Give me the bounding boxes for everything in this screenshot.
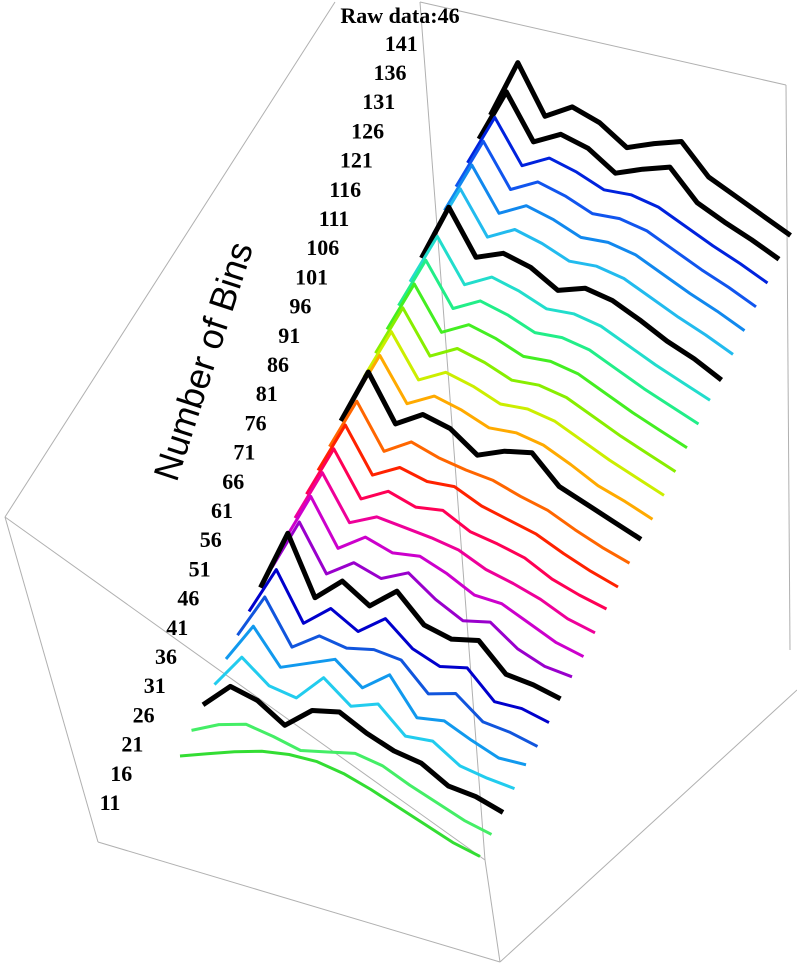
series-line bbox=[247, 568, 550, 724]
series-line bbox=[316, 423, 619, 589]
series-label: 31 bbox=[144, 673, 166, 698]
series-line bbox=[431, 187, 734, 356]
series-line bbox=[466, 115, 769, 285]
series-line bbox=[270, 520, 573, 679]
series-label: 51 bbox=[189, 556, 211, 581]
series-label: Raw data:46 bbox=[340, 3, 459, 28]
series-label: 21 bbox=[121, 732, 143, 757]
series-line bbox=[476, 89, 781, 262]
series-label: 86 bbox=[267, 352, 289, 377]
series-line bbox=[201, 683, 505, 815]
series-label: 141 bbox=[385, 31, 418, 56]
series-line bbox=[282, 494, 585, 658]
series-label: 101 bbox=[295, 264, 328, 289]
series-line bbox=[362, 330, 665, 497]
series-label: 46 bbox=[177, 586, 199, 611]
series-label: 96 bbox=[289, 294, 311, 319]
series-label: 76 bbox=[245, 410, 267, 435]
series-label: 81 bbox=[256, 381, 278, 406]
series-line bbox=[293, 471, 596, 635]
series-line bbox=[385, 282, 688, 450]
series-line bbox=[408, 234, 711, 402]
series-line bbox=[454, 139, 757, 309]
series-label: 91 bbox=[278, 323, 300, 348]
series-label: 56 bbox=[200, 527, 222, 552]
series-line bbox=[419, 204, 724, 382]
series-label: 26 bbox=[133, 702, 155, 727]
series-line bbox=[213, 655, 516, 791]
series-line bbox=[443, 163, 746, 332]
series-line bbox=[191, 722, 493, 836]
series-label: 106 bbox=[306, 235, 339, 260]
box bbox=[4, 1, 797, 963]
series-label: 116 bbox=[329, 177, 361, 202]
series-label: 36 bbox=[155, 644, 177, 669]
series-label: 11 bbox=[100, 790, 121, 815]
series-label: 131 bbox=[362, 89, 395, 114]
series-label: 66 bbox=[222, 469, 244, 494]
series-label: 121 bbox=[340, 148, 373, 173]
series-line bbox=[236, 595, 539, 748]
series-line bbox=[488, 60, 792, 238]
series-label: 136 bbox=[374, 60, 407, 85]
series-line bbox=[351, 353, 654, 521]
series-line bbox=[305, 447, 608, 611]
series-line bbox=[258, 530, 562, 702]
series-line bbox=[338, 369, 643, 542]
series-line bbox=[179, 749, 481, 858]
series-label: 111 bbox=[319, 206, 350, 231]
series-label: 126 bbox=[351, 118, 384, 143]
series-label: 16 bbox=[110, 761, 132, 786]
series-line bbox=[328, 399, 631, 565]
series-line bbox=[224, 624, 527, 767]
series-line bbox=[397, 258, 700, 426]
series-label: 71 bbox=[233, 440, 255, 465]
series-line bbox=[374, 306, 677, 473]
series-label: 61 bbox=[211, 498, 233, 523]
series-label: 41 bbox=[166, 615, 188, 640]
